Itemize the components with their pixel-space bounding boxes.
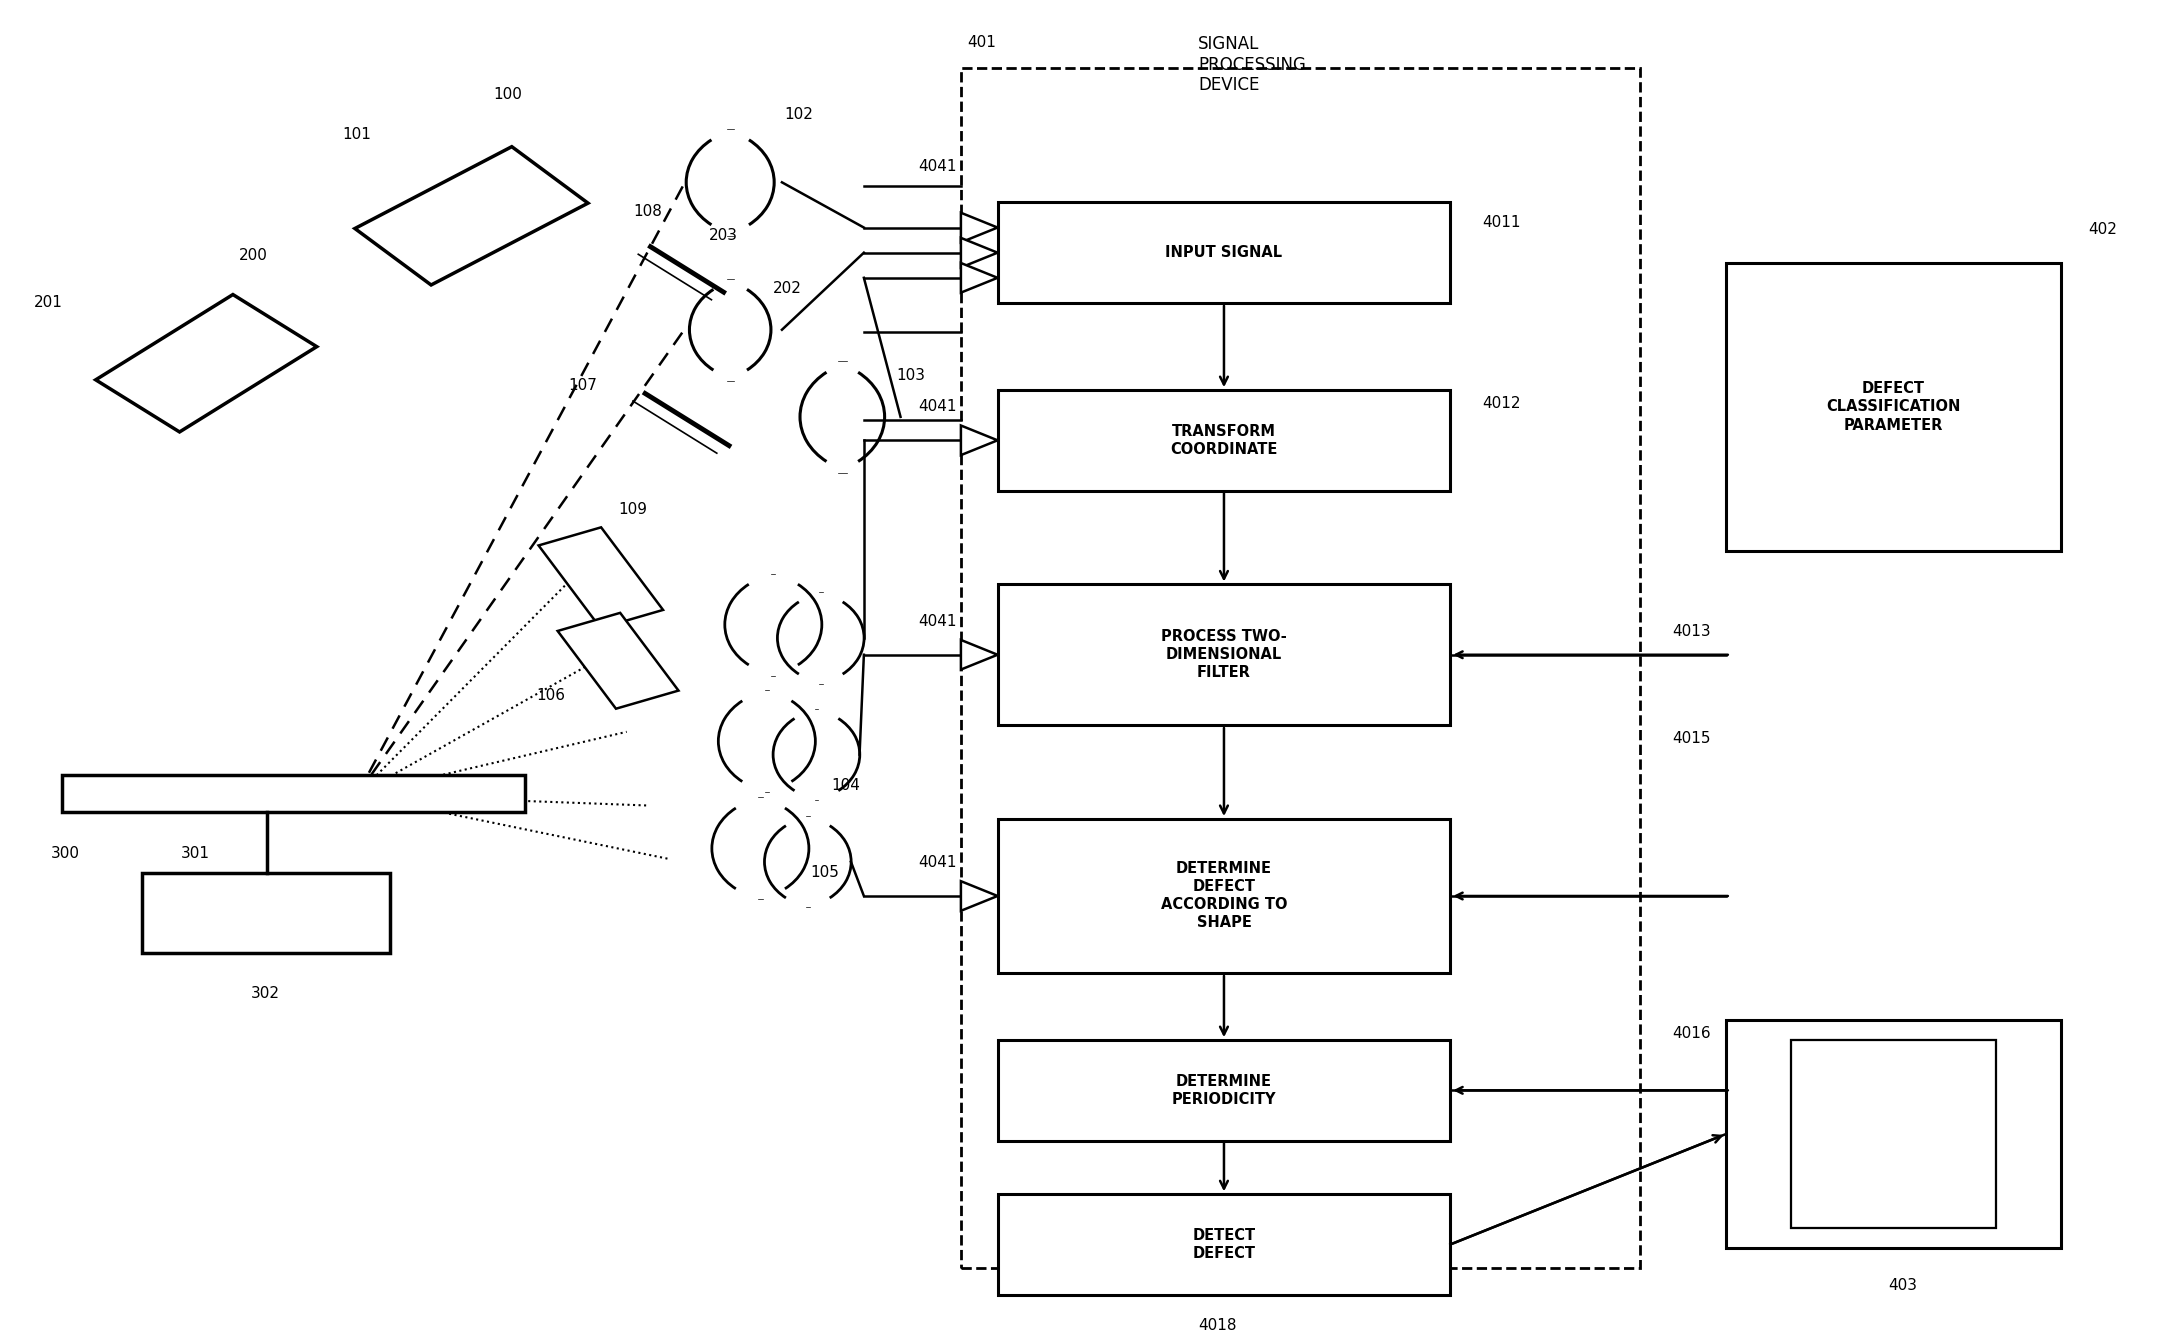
Bar <box>997 203 1451 304</box>
Text: 107: 107 <box>568 377 598 392</box>
Text: 4015: 4015 <box>1673 731 1710 745</box>
Text: 203: 203 <box>708 227 738 243</box>
Text: 4011: 4011 <box>1483 215 1522 230</box>
Text: 200: 200 <box>240 247 268 263</box>
Text: DETECT
DEFECT: DETECT DEFECT <box>1192 1228 1257 1261</box>
Polygon shape <box>961 238 997 267</box>
Text: SIGNAL
PROCESSING
DEVICE: SIGNAL PROCESSING DEVICE <box>1198 35 1306 94</box>
Text: 4041: 4041 <box>918 399 956 414</box>
Polygon shape <box>961 639 997 670</box>
Text: TRANSFORM
COORDINATE: TRANSFORM COORDINATE <box>1170 424 1278 457</box>
Bar <box>961 68 1641 1268</box>
Text: DETERMINE
DEFECT
ACCORDING TO
SHAPE: DETERMINE DEFECT ACCORDING TO SHAPE <box>1162 861 1287 931</box>
Text: 101: 101 <box>341 128 371 142</box>
Polygon shape <box>961 881 997 911</box>
Text: 104: 104 <box>831 778 861 792</box>
Text: 201: 201 <box>35 294 63 310</box>
Bar <box>1727 1019 2060 1248</box>
Text: 403: 403 <box>1889 1277 1917 1293</box>
Text: PROCESS TWO-
DIMENSIONAL
FILTER: PROCESS TWO- DIMENSIONAL FILTER <box>1162 630 1287 681</box>
Bar <box>1792 1039 1995 1228</box>
Bar <box>997 389 1451 490</box>
Text: 401: 401 <box>967 35 995 50</box>
Text: 4012: 4012 <box>1483 396 1522 411</box>
Text: DETERMINE
PERIODICITY: DETERMINE PERIODICITY <box>1172 1074 1276 1107</box>
Text: 402: 402 <box>2088 222 2118 236</box>
Polygon shape <box>961 263 997 293</box>
Text: 302: 302 <box>250 987 281 1002</box>
Bar <box>1727 263 2060 551</box>
Polygon shape <box>961 426 997 455</box>
Text: 106: 106 <box>535 688 566 702</box>
Text: 108: 108 <box>633 204 663 219</box>
Bar <box>557 612 678 709</box>
Text: 103: 103 <box>896 368 926 383</box>
Text: 301: 301 <box>181 846 209 861</box>
Text: 202: 202 <box>773 281 803 297</box>
Bar <box>997 819 1451 974</box>
Bar <box>538 528 663 629</box>
Text: INPUT SIGNAL: INPUT SIGNAL <box>1166 246 1282 261</box>
Bar <box>354 146 587 285</box>
Text: 105: 105 <box>810 865 840 880</box>
Text: 109: 109 <box>617 502 648 517</box>
Bar <box>997 584 1451 725</box>
Text: DEFECT
CLASSIFICATION
PARAMETER: DEFECT CLASSIFICATION PARAMETER <box>1827 380 1960 432</box>
Bar <box>997 1039 1451 1140</box>
Polygon shape <box>961 212 997 242</box>
Text: 4041: 4041 <box>918 158 956 173</box>
Text: 4041: 4041 <box>918 614 956 629</box>
Text: 100: 100 <box>492 87 522 102</box>
Bar <box>63 775 525 813</box>
Text: 4041: 4041 <box>918 855 956 870</box>
Bar <box>95 294 317 432</box>
Text: 300: 300 <box>52 846 80 861</box>
Text: 4016: 4016 <box>1673 1026 1712 1041</box>
Text: 4018: 4018 <box>1198 1317 1237 1334</box>
Text: 4013: 4013 <box>1673 623 1712 639</box>
Bar <box>142 873 389 954</box>
Text: 102: 102 <box>784 107 814 122</box>
Bar <box>997 1194 1451 1295</box>
